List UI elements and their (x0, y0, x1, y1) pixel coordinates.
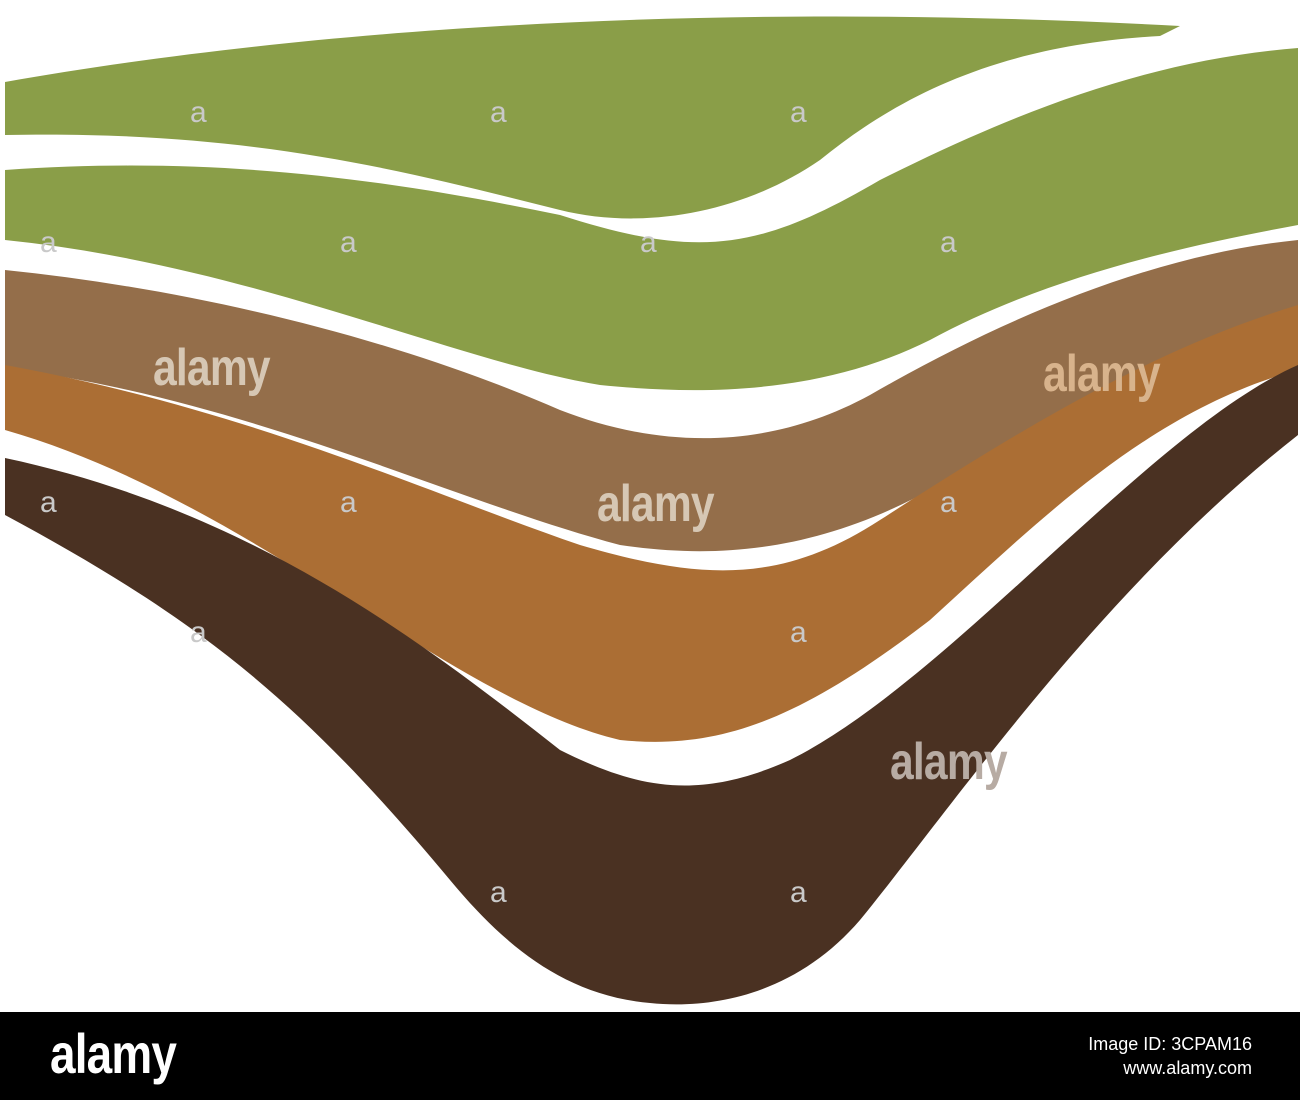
watermark-word: alamy (890, 733, 1008, 791)
soil-layers-illustration (5, 16, 1298, 1005)
watermark-letter: a (340, 226, 357, 259)
watermark-letter: a (790, 96, 807, 129)
footer-bar: alamy Image ID: 3CPAM16 www.alamy.com (0, 1012, 1300, 1100)
watermark-letter: a (940, 226, 957, 259)
watermark-letter: a (790, 876, 807, 909)
loam-layer (5, 240, 1298, 552)
clay-layer (5, 305, 1298, 742)
watermark-word: alamy (153, 339, 271, 397)
watermark-letter: a (340, 486, 357, 519)
watermark-letter: a (490, 96, 507, 129)
footer-meta: Image ID: 3CPAM16 www.alamy.com (1088, 1032, 1252, 1080)
bedrock-layer (5, 365, 1298, 1005)
watermark-letter: a (190, 96, 207, 129)
watermark-letter: a (640, 226, 657, 259)
watermark-word: alamy (597, 475, 715, 533)
watermark-letter: a (490, 876, 507, 909)
watermark-letter: a (790, 616, 807, 649)
watermark-letter: a (40, 226, 57, 259)
image-id-label: Image ID: 3CPAM16 (1088, 1034, 1252, 1054)
watermark-letter: a (190, 616, 207, 649)
watermark-word: alamy (1043, 345, 1161, 403)
grass-second-layer (5, 48, 1298, 391)
watermark-letter: a (940, 486, 957, 519)
grass-top-layer (5, 16, 1180, 219)
watermark-letter: a (40, 486, 57, 519)
site-url: www.alamy.com (1123, 1058, 1252, 1078)
alamy-logo: alamy (50, 1022, 177, 1085)
